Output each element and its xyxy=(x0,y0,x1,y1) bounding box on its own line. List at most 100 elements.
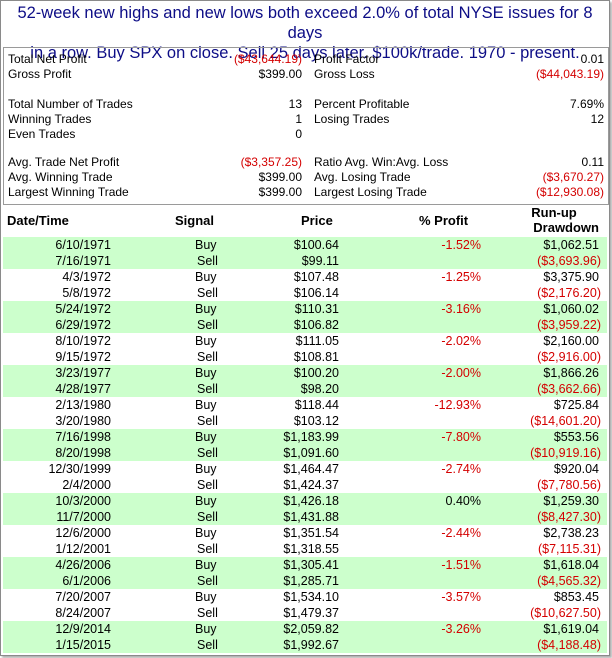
trade-table: Date/Time Signal Price % Profit Run-up D… xyxy=(3,205,607,653)
trade-signal: Sell xyxy=(197,254,218,268)
summary-value: $399.00 xyxy=(258,185,302,199)
trade-signal: Buy xyxy=(195,590,217,604)
trade-price: $1,479.37 xyxy=(283,606,339,620)
trade-signal: Buy xyxy=(195,558,217,572)
summary-label: Profit Factor xyxy=(314,52,380,66)
trade-drawdown: ($4,188.48) xyxy=(537,638,601,652)
summary-value: 0.01 xyxy=(580,52,604,66)
trade-runup: $3,375.90 xyxy=(543,270,599,284)
trade-runup: $853.45 xyxy=(553,590,599,604)
trade-date: 9/15/1972 xyxy=(55,350,111,364)
trade-signal: Buy xyxy=(195,398,217,412)
summary-label: Even Trades xyxy=(8,127,76,141)
trade-price: $100.20 xyxy=(293,366,339,380)
trade-signal: Sell xyxy=(197,414,218,428)
trade-drawdown: ($10,627.50) xyxy=(530,606,601,620)
summary-value: ($12,930.08) xyxy=(535,185,604,199)
trade-runup: $920.04 xyxy=(553,462,599,476)
trade-profit: -12.93% xyxy=(434,398,481,412)
trade-price: $106.82 xyxy=(293,318,339,332)
trade-profit: -3.57% xyxy=(441,590,481,604)
summary-label: Avg. Losing Trade xyxy=(314,170,411,184)
trade-date: 1/12/2001 xyxy=(55,542,111,556)
summary-label: Gross Profit xyxy=(8,67,72,81)
trade-price: $1,424.37 xyxy=(283,478,339,492)
trade-profit: -2.74% xyxy=(441,462,481,476)
trade-signal: Buy xyxy=(195,462,217,476)
trade-drawdown: ($2,916.00) xyxy=(537,350,601,364)
summary-value: $399.00 xyxy=(258,67,302,81)
trade-date: 6/29/1972 xyxy=(55,318,111,332)
trade-date: 2/13/1980 xyxy=(55,398,111,412)
trade-signal: Buy xyxy=(195,430,217,444)
trade-date: 12/6/2000 xyxy=(55,526,111,540)
trade-row-entry: 2/13/1980 Buy $118.44 -12.93% $725.84 xyxy=(3,397,607,413)
summary-value: ($3,670.27) xyxy=(542,170,604,184)
header-runup-line1: Run-up xyxy=(531,205,577,220)
summary-row: Even Trades 0 xyxy=(4,127,608,142)
trade-price: $106.14 xyxy=(293,286,339,300)
summary-label: Largest Winning Trade xyxy=(8,185,129,199)
trade-price: $110.31 xyxy=(294,302,339,316)
trade-row-entry: 3/23/1977 Buy $100.20 -2.00% $1,866.26 xyxy=(3,365,607,381)
summary-label: Gross Loss xyxy=(314,67,375,81)
trade-price: $1,426.18 xyxy=(283,494,339,508)
summary-row: Avg. Winning Trade $399.00 Avg. Losing Tra… xyxy=(4,170,608,185)
trade-date: 7/20/2007 xyxy=(55,590,111,604)
trade-row-entry: 7/20/2007 Buy $1,534.10 -3.57% $853.45 xyxy=(3,589,607,605)
trade-price: $1,183.99 xyxy=(283,430,339,444)
trade-runup: $1,618.04 xyxy=(543,558,599,572)
trade-date: 7/16/1998 xyxy=(55,430,111,444)
trade-signal: Sell xyxy=(197,510,218,524)
trade-date: 1/15/2015 xyxy=(55,638,111,652)
trade-signal: Sell xyxy=(197,574,218,588)
trade-drawdown: ($3,693.96) xyxy=(537,254,601,268)
trade-drawdown: ($7,115.31) xyxy=(537,542,601,556)
trade-row-entry: 12/6/2000 Buy $1,351.54 -2.44% $2,738.23 xyxy=(3,525,607,541)
summary-row: Total Number of Trades 13 Percent Profitab… xyxy=(4,97,608,112)
trade-row-exit: 3/20/1980 Sell $103.12 ($14,601.20) xyxy=(3,413,607,429)
summary-label: Avg. Winning Trade xyxy=(8,170,113,184)
trade-signal: Sell xyxy=(197,638,218,652)
trade-signal: Sell xyxy=(197,542,218,556)
trade-date: 12/9/2014 xyxy=(55,622,111,636)
trade-price: $100.64 xyxy=(293,238,339,252)
header-runup: Run-up Drawdown xyxy=(509,205,599,235)
summary-value: ($3,357.25) xyxy=(240,155,302,169)
trade-price: $111.05 xyxy=(295,334,339,348)
trade-date: 8/20/1998 xyxy=(55,446,111,460)
trade-row-exit: 1/12/2001 Sell $1,318.55 ($7,115.31) xyxy=(3,541,607,557)
title-line-2: in a row. Buy SPX on close. Sell 25 days… xyxy=(30,44,580,62)
trade-price: $1,285.71 xyxy=(283,574,339,588)
summary-value: 1 xyxy=(295,112,302,126)
summary-row: Winning Trades 1 Losing Trades 12 xyxy=(4,112,608,127)
trade-row-entry: 12/30/1999 Buy $1,464.47 -2.74% $920.04 xyxy=(3,461,607,477)
trade-date: 3/20/1980 xyxy=(55,414,111,428)
trade-profit: -3.26% xyxy=(441,622,481,636)
summary-value: 0.11 xyxy=(581,155,604,169)
trade-price: $1,318.55 xyxy=(283,542,339,556)
trade-signal: Sell xyxy=(197,382,218,396)
trade-drawdown: ($3,959.22) xyxy=(537,318,601,332)
trade-row-exit: 6/29/1972 Sell $106.82 ($3,959.22) xyxy=(3,317,607,333)
trade-date: 3/23/1977 xyxy=(55,366,111,380)
header-date: Date/Time xyxy=(7,213,69,228)
trade-row-exit: 8/24/2007 Sell $1,479.37 ($10,627.50) xyxy=(3,605,607,621)
trade-runup: $1,259.30 xyxy=(543,494,599,508)
trade-date: 6/1/2006 xyxy=(62,574,111,588)
trade-profit: -2.00% xyxy=(441,366,481,380)
header-drawdown-line2: Drawdown xyxy=(533,220,599,235)
trade-runup: $2,738.23 xyxy=(543,526,599,540)
trade-row-entry: 5/24/1972 Buy $110.31 -3.16% $1,060.02 xyxy=(3,301,607,317)
trade-date: 2/4/2000 xyxy=(62,478,111,492)
trade-row-entry: 4/3/1972 Buy $107.48 -1.25% $3,375.90 xyxy=(3,269,607,285)
trade-runup: $1,619.04 xyxy=(543,622,599,636)
trade-row-exit: 1/15/2015 Sell $1,992.67 ($4,188.48) xyxy=(3,637,607,653)
trade-runup: $1,062.51 xyxy=(543,238,599,252)
trade-profit: -2.44% xyxy=(441,526,481,540)
trade-price: $1,351.54 xyxy=(283,526,339,540)
trade-date: 11/7/2000 xyxy=(56,510,111,524)
trade-price: $118.44 xyxy=(294,398,339,412)
trade-drawdown: ($3,662.66) xyxy=(537,382,601,396)
trade-profit: -1.25% xyxy=(441,270,481,284)
